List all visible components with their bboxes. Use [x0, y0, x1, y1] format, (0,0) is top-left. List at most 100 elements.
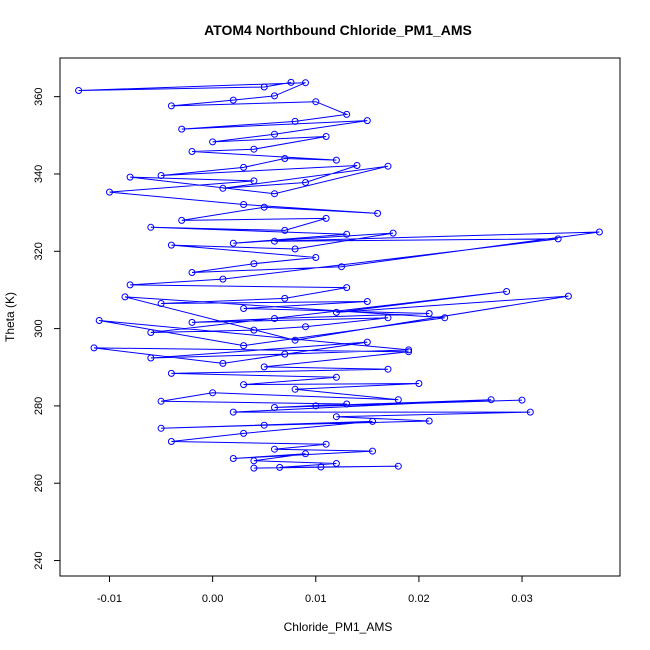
data-point	[229, 96, 237, 104]
data-point	[106, 188, 113, 196]
data-point	[147, 354, 155, 362]
data-point	[240, 163, 248, 171]
data-point	[343, 110, 351, 118]
data-point	[75, 87, 83, 94]
data-point	[312, 402, 320, 410]
data-point	[317, 463, 325, 471]
data-point	[343, 230, 351, 238]
data-point	[167, 102, 175, 110]
data-point	[441, 314, 449, 322]
data-point	[250, 464, 258, 472]
data-point	[90, 344, 98, 352]
data-point	[343, 284, 351, 292]
data-point	[147, 223, 155, 231]
data-point	[250, 145, 258, 153]
data-point	[503, 288, 511, 295]
data-point	[287, 78, 295, 86]
x-axis: -0.01 0.00 0.01 0.02 0.03	[97, 576, 533, 605]
data-point	[374, 209, 382, 217]
data-point	[250, 326, 258, 334]
data-point	[250, 177, 258, 185]
data-point	[178, 216, 186, 224]
data-point	[332, 156, 340, 164]
data-point	[487, 396, 495, 404]
y-tick-label: 340	[33, 165, 45, 183]
data-point	[126, 173, 134, 181]
series-line	[78, 81, 600, 469]
data-point	[188, 269, 196, 276]
y-axis: 240 260 280 300 320 340 360	[33, 87, 60, 570]
data-point	[302, 179, 309, 186]
data-point	[157, 172, 165, 179]
data-point	[167, 369, 175, 377]
data-point	[384, 314, 392, 322]
data-point	[157, 424, 165, 432]
data-point	[595, 228, 603, 236]
data-point	[554, 235, 562, 243]
data-point	[260, 363, 268, 371]
data-point	[271, 237, 278, 245]
x-tick-label: -0.01	[97, 593, 122, 605]
data-point	[240, 381, 248, 389]
data-point	[240, 429, 248, 437]
data-point	[405, 348, 413, 356]
data-point	[389, 229, 397, 237]
data-point	[394, 396, 402, 404]
data-point	[219, 275, 227, 283]
data-point	[188, 318, 196, 326]
data-point	[126, 281, 134, 289]
data-point	[312, 98, 320, 106]
data-point	[332, 460, 340, 467]
data-point	[240, 201, 248, 208]
data-point	[209, 389, 217, 397]
data-point	[518, 396, 526, 404]
data-point	[209, 138, 217, 146]
y-tick-label: 280	[33, 397, 45, 415]
data-point	[271, 92, 278, 100]
data-point	[332, 308, 340, 316]
data-point	[302, 323, 309, 331]
x-tick-label: 0.02	[408, 593, 429, 605]
data-point	[260, 203, 268, 211]
data-point	[338, 263, 345, 271]
data-point	[363, 117, 371, 125]
data-point	[415, 380, 423, 387]
data-point	[271, 404, 278, 411]
chart-title: ATOM4 Northbound Chloride_PM1_AMS	[204, 22, 472, 38]
data-point	[343, 400, 351, 408]
data-point	[281, 294, 289, 302]
x-tick-label: 0.01	[305, 593, 326, 605]
data-point	[95, 317, 103, 324]
data-point	[229, 408, 237, 416]
data-point	[302, 450, 309, 458]
data-point	[229, 455, 237, 462]
data-point	[157, 300, 165, 307]
plot-frame	[59, 57, 621, 577]
data-point	[167, 241, 175, 249]
data-point	[281, 226, 289, 234]
x-axis-label: Chloride_PM1_AMS	[284, 620, 393, 634]
data-point	[425, 310, 433, 317]
y-axis-label: Theta (K)	[3, 292, 17, 342]
data-point	[271, 315, 278, 322]
data-point	[250, 457, 258, 465]
data-point	[291, 385, 299, 393]
data-point	[167, 438, 175, 445]
data-point	[312, 254, 320, 261]
y-tick-label: 360	[33, 87, 45, 105]
data-point	[260, 83, 268, 91]
y-tick-label: 240	[33, 551, 45, 569]
data-point	[271, 445, 278, 453]
data-point	[394, 462, 402, 470]
data-point	[147, 329, 155, 336]
data-point	[281, 350, 289, 358]
y-tick-label: 320	[33, 242, 45, 260]
data-layer	[75, 78, 603, 472]
x-tick-label: 0.00	[202, 593, 223, 605]
data-point	[369, 417, 376, 425]
data-point	[405, 346, 413, 354]
data-point	[322, 440, 330, 448]
data-point	[271, 130, 278, 138]
data-point	[369, 447, 376, 455]
